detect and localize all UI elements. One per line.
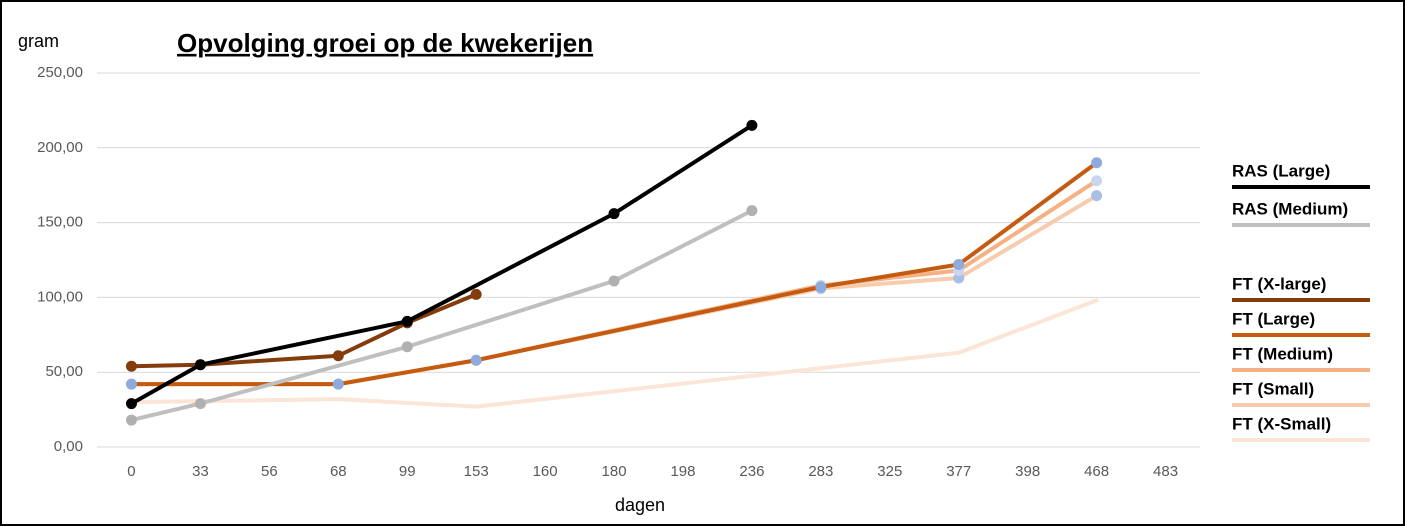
x-tick-label: 198 (670, 463, 695, 480)
marker (401, 341, 413, 353)
marker (608, 208, 620, 220)
marker (125, 360, 137, 372)
gap-connector (956, 298, 1099, 355)
gap-connector (198, 319, 410, 367)
y-tick-label: 250,00 (37, 64, 83, 81)
y-tick-label: 100,00 (37, 288, 83, 305)
series-line (129, 362, 203, 406)
legend-label: RAS (Large) (1232, 161, 1330, 180)
y-tick-label: 200,00 (37, 139, 83, 156)
chart-title: Opvolging groei op de kwekerijen (177, 28, 593, 58)
gap-connector (336, 397, 479, 409)
x-tick-label: 325 (877, 463, 902, 480)
marker (470, 354, 482, 366)
x-tick-label: 68 (330, 463, 347, 480)
x-tick-label: 160 (533, 463, 558, 480)
gap-connector (405, 278, 617, 349)
marker (125, 378, 137, 390)
marker (1091, 157, 1103, 169)
legend-label: FT (Medium) (1232, 344, 1333, 363)
gap-connector (474, 284, 823, 363)
gap-connector (198, 353, 341, 367)
marker (1091, 190, 1103, 202)
x-tick-label: 0 (127, 463, 135, 480)
gap-connector (198, 344, 410, 406)
series-line (129, 401, 203, 423)
legend-label: FT (X-large) (1232, 274, 1326, 293)
marker (125, 398, 137, 410)
marker (815, 281, 827, 293)
gap-connector (129, 397, 341, 405)
marker (194, 398, 206, 410)
x-tick-label: 398 (1015, 463, 1040, 480)
gap-connector (612, 123, 754, 216)
gap-connector (956, 160, 1099, 267)
gap-connector (405, 211, 617, 324)
legend-label: FT (Small) (1232, 379, 1314, 398)
y-tick-label: 0,00 (54, 438, 83, 455)
y-axis-label: gram (18, 31, 59, 51)
gap-connector (612, 208, 754, 283)
series-line (129, 362, 203, 369)
marker (332, 378, 344, 390)
marker (1091, 175, 1103, 187)
y-tick-label: 50,00 (45, 363, 83, 380)
x-tick-label: 99 (399, 463, 416, 480)
legend-label: RAS (Medium) (1232, 199, 1348, 218)
x-tick-label: 33 (192, 463, 209, 480)
marker (470, 288, 482, 300)
x-tick-label: 377 (946, 463, 971, 480)
marker (608, 275, 620, 287)
x-axis-label: dagen (615, 495, 665, 515)
legend-label: FT (X-Small) (1232, 414, 1331, 433)
x-tick-label: 236 (739, 463, 764, 480)
marker (125, 414, 137, 426)
marker (332, 350, 344, 362)
y-tick-label: 150,00 (37, 214, 83, 231)
marker (746, 119, 758, 131)
marker (194, 359, 206, 371)
x-tick-label: 283 (808, 463, 833, 480)
x-tick-label: 483 (1153, 463, 1178, 480)
legend-label: FT (Large) (1232, 309, 1315, 328)
x-tick-label: 468 (1084, 463, 1109, 480)
gap-connector (818, 275, 961, 291)
marker (953, 258, 965, 270)
gap-connector (956, 193, 1099, 280)
gap-connector (474, 350, 961, 409)
gap-connector (956, 178, 1099, 273)
gap-connector (818, 262, 961, 289)
x-tick-label: 180 (602, 463, 627, 480)
gap-connector (336, 358, 479, 387)
marker (746, 205, 758, 217)
x-tick-label: 153 (464, 463, 489, 480)
x-tick-label: 56 (261, 463, 278, 480)
marker (401, 315, 413, 327)
